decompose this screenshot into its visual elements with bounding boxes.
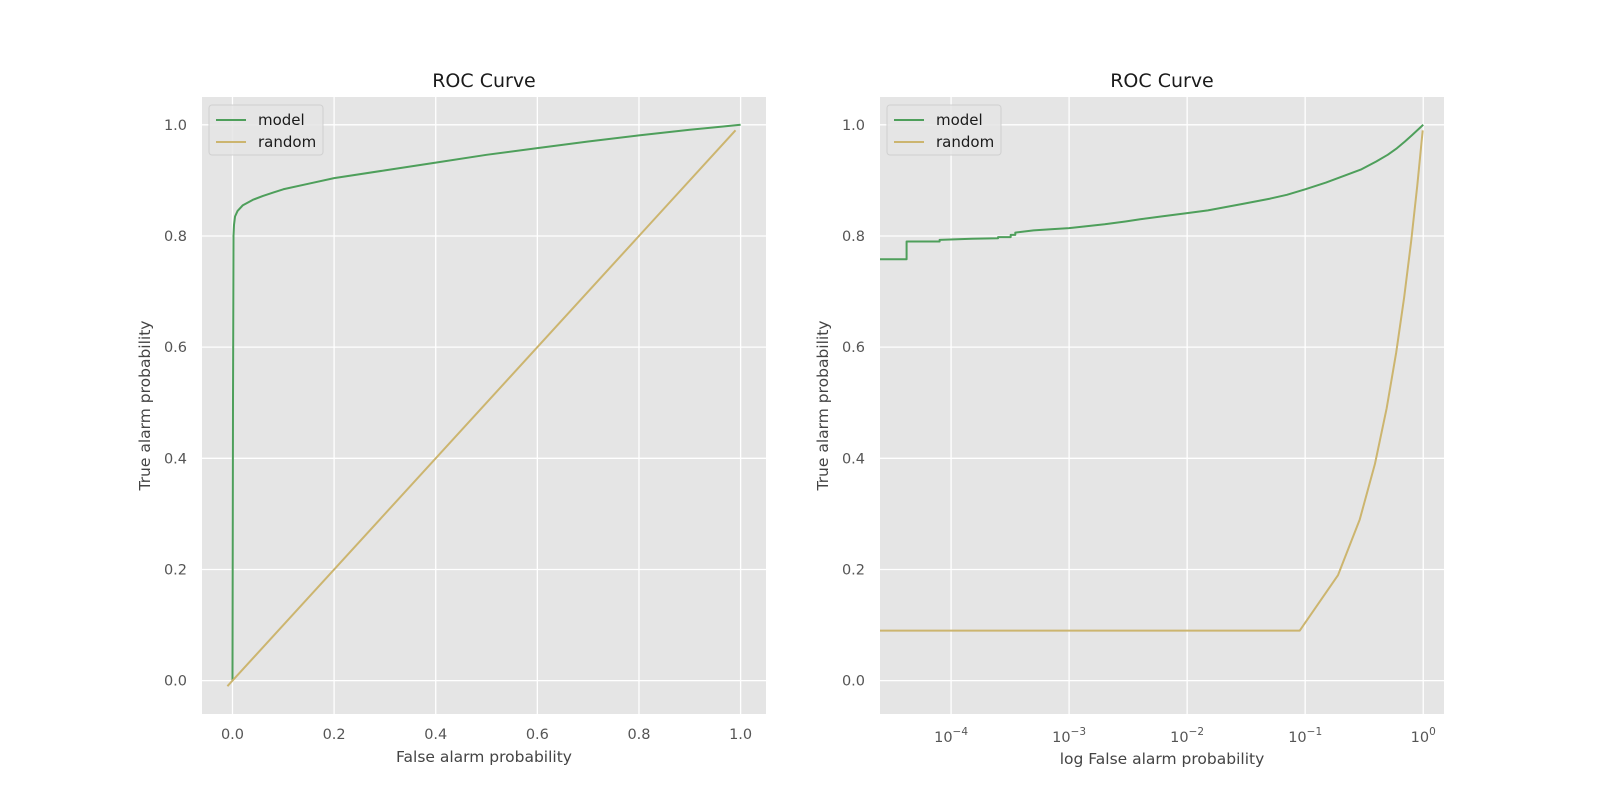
- x-tick-label: 0.2: [323, 727, 346, 743]
- chart-panel-2: 10−4 10−3 10−2 10−1 100 0.0 0.2 0.4 0.6 0.8 1.0 ROC…: [814, 70, 1444, 768]
- chart-panel-1: 0.0 0.2 0.4 0.6 0.8 1.0 0.0 0.2 0.4 0.6 0.8 1.0 ROC …: [136, 70, 766, 766]
- chart-title: ROC Curve: [1110, 70, 1214, 92]
- x-tick-label: 0.8: [627, 727, 650, 743]
- y-tick-label: 0.6: [164, 340, 187, 356]
- y-tick-label: 0.0: [164, 674, 187, 690]
- x-axis-label: log False alarm probability: [1060, 750, 1265, 768]
- y-tick-label: 0.2: [842, 562, 865, 578]
- legend-label-model: model: [936, 111, 983, 129]
- y-tick-label: 0.0: [842, 674, 865, 690]
- plot-area-background: [880, 97, 1444, 714]
- y-tick-label: 1.0: [164, 118, 187, 134]
- y-tick-label: 0.6: [842, 340, 865, 356]
- legend-label-random: random: [258, 133, 316, 151]
- x-tick-label: 10−2: [1170, 726, 1204, 746]
- x-tick-label: 0.4: [424, 727, 447, 743]
- x-tick-label: 10−3: [1052, 726, 1086, 746]
- x-axis-label: False alarm probability: [396, 748, 572, 766]
- x-tick-label: 100: [1411, 726, 1436, 746]
- series-line-model: [880, 124, 1424, 261]
- series-line-model: [231, 123, 741, 681]
- legend-label-model: model: [258, 111, 305, 129]
- legend: model random: [208, 104, 324, 156]
- chart-title: ROC Curve: [432, 70, 536, 92]
- series-line-random: [880, 130, 1424, 632]
- y-axis-label: True alarm probability: [136, 321, 154, 492]
- y-tick-label: 0.4: [842, 451, 865, 467]
- x-tick-label: 0.6: [526, 727, 549, 743]
- y-tick-label: 0.8: [164, 229, 187, 245]
- y-axis-label: True alarm probability: [814, 321, 832, 492]
- y-tick-label: 0.4: [164, 451, 187, 467]
- x-tick-label: 10−1: [1288, 726, 1322, 746]
- series-line-random: [226, 129, 737, 687]
- y-tick-label: 0.2: [164, 562, 187, 578]
- legend-label-random: random: [936, 133, 994, 151]
- legend: model random: [886, 104, 1002, 156]
- y-tick-label: 1.0: [842, 118, 865, 134]
- x-tick-label: 1.0: [729, 727, 752, 743]
- x-tick-label: 0.0: [221, 727, 244, 743]
- y-tick-label: 0.8: [842, 229, 865, 245]
- x-tick-label: 10−4: [934, 726, 968, 746]
